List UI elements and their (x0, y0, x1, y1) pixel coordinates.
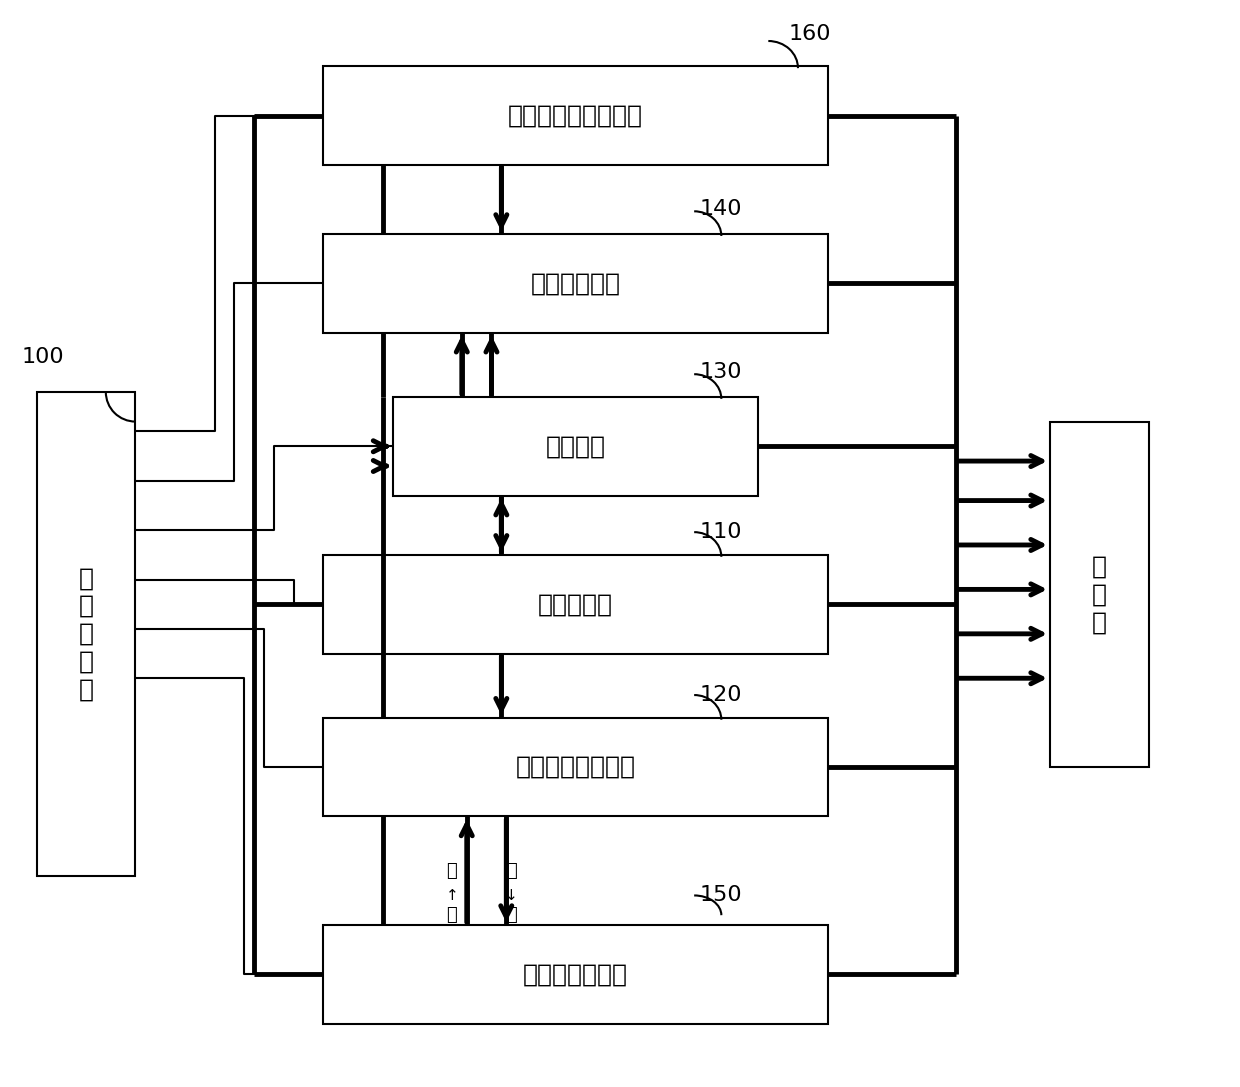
Text: 燃气内燃机: 燃气内燃机 (538, 592, 613, 616)
Bar (324, 717, 827, 816)
Bar (324, 234, 827, 333)
Bar (393, 397, 759, 496)
Text: 130: 130 (699, 362, 742, 383)
Text: ↑: ↑ (445, 888, 459, 903)
Text: ↓: ↓ (505, 888, 517, 903)
Text: 160: 160 (789, 25, 831, 45)
Bar (1050, 422, 1149, 767)
Bar (324, 554, 827, 653)
Text: 电动热泵机组: 电动热泵机组 (531, 272, 620, 296)
Text: 有机朗肯发电机组: 有机朗肯发电机组 (516, 755, 636, 779)
Text: 热: 热 (506, 862, 517, 879)
Text: 电: 电 (506, 907, 517, 924)
Bar (37, 392, 135, 876)
Text: 140: 140 (699, 199, 742, 220)
Text: 电: 电 (446, 907, 458, 924)
Bar (324, 66, 827, 165)
Text: 120: 120 (699, 685, 742, 704)
Text: 110: 110 (699, 522, 742, 542)
Text: 储电装置: 储电装置 (546, 435, 605, 459)
Text: 150: 150 (699, 885, 742, 905)
Text: 100: 100 (22, 347, 64, 367)
Text: 中
央
控
制
器: 中 央 控 制 器 (78, 566, 93, 701)
Text: 热: 热 (446, 862, 458, 879)
Bar (324, 925, 827, 1024)
Text: 可再生能源发电装置: 可再生能源发电装置 (508, 103, 644, 127)
Text: 用
户
端: 用 户 端 (1092, 554, 1107, 634)
Text: 吸收式热泵机组: 吸收式热泵机组 (523, 962, 627, 986)
